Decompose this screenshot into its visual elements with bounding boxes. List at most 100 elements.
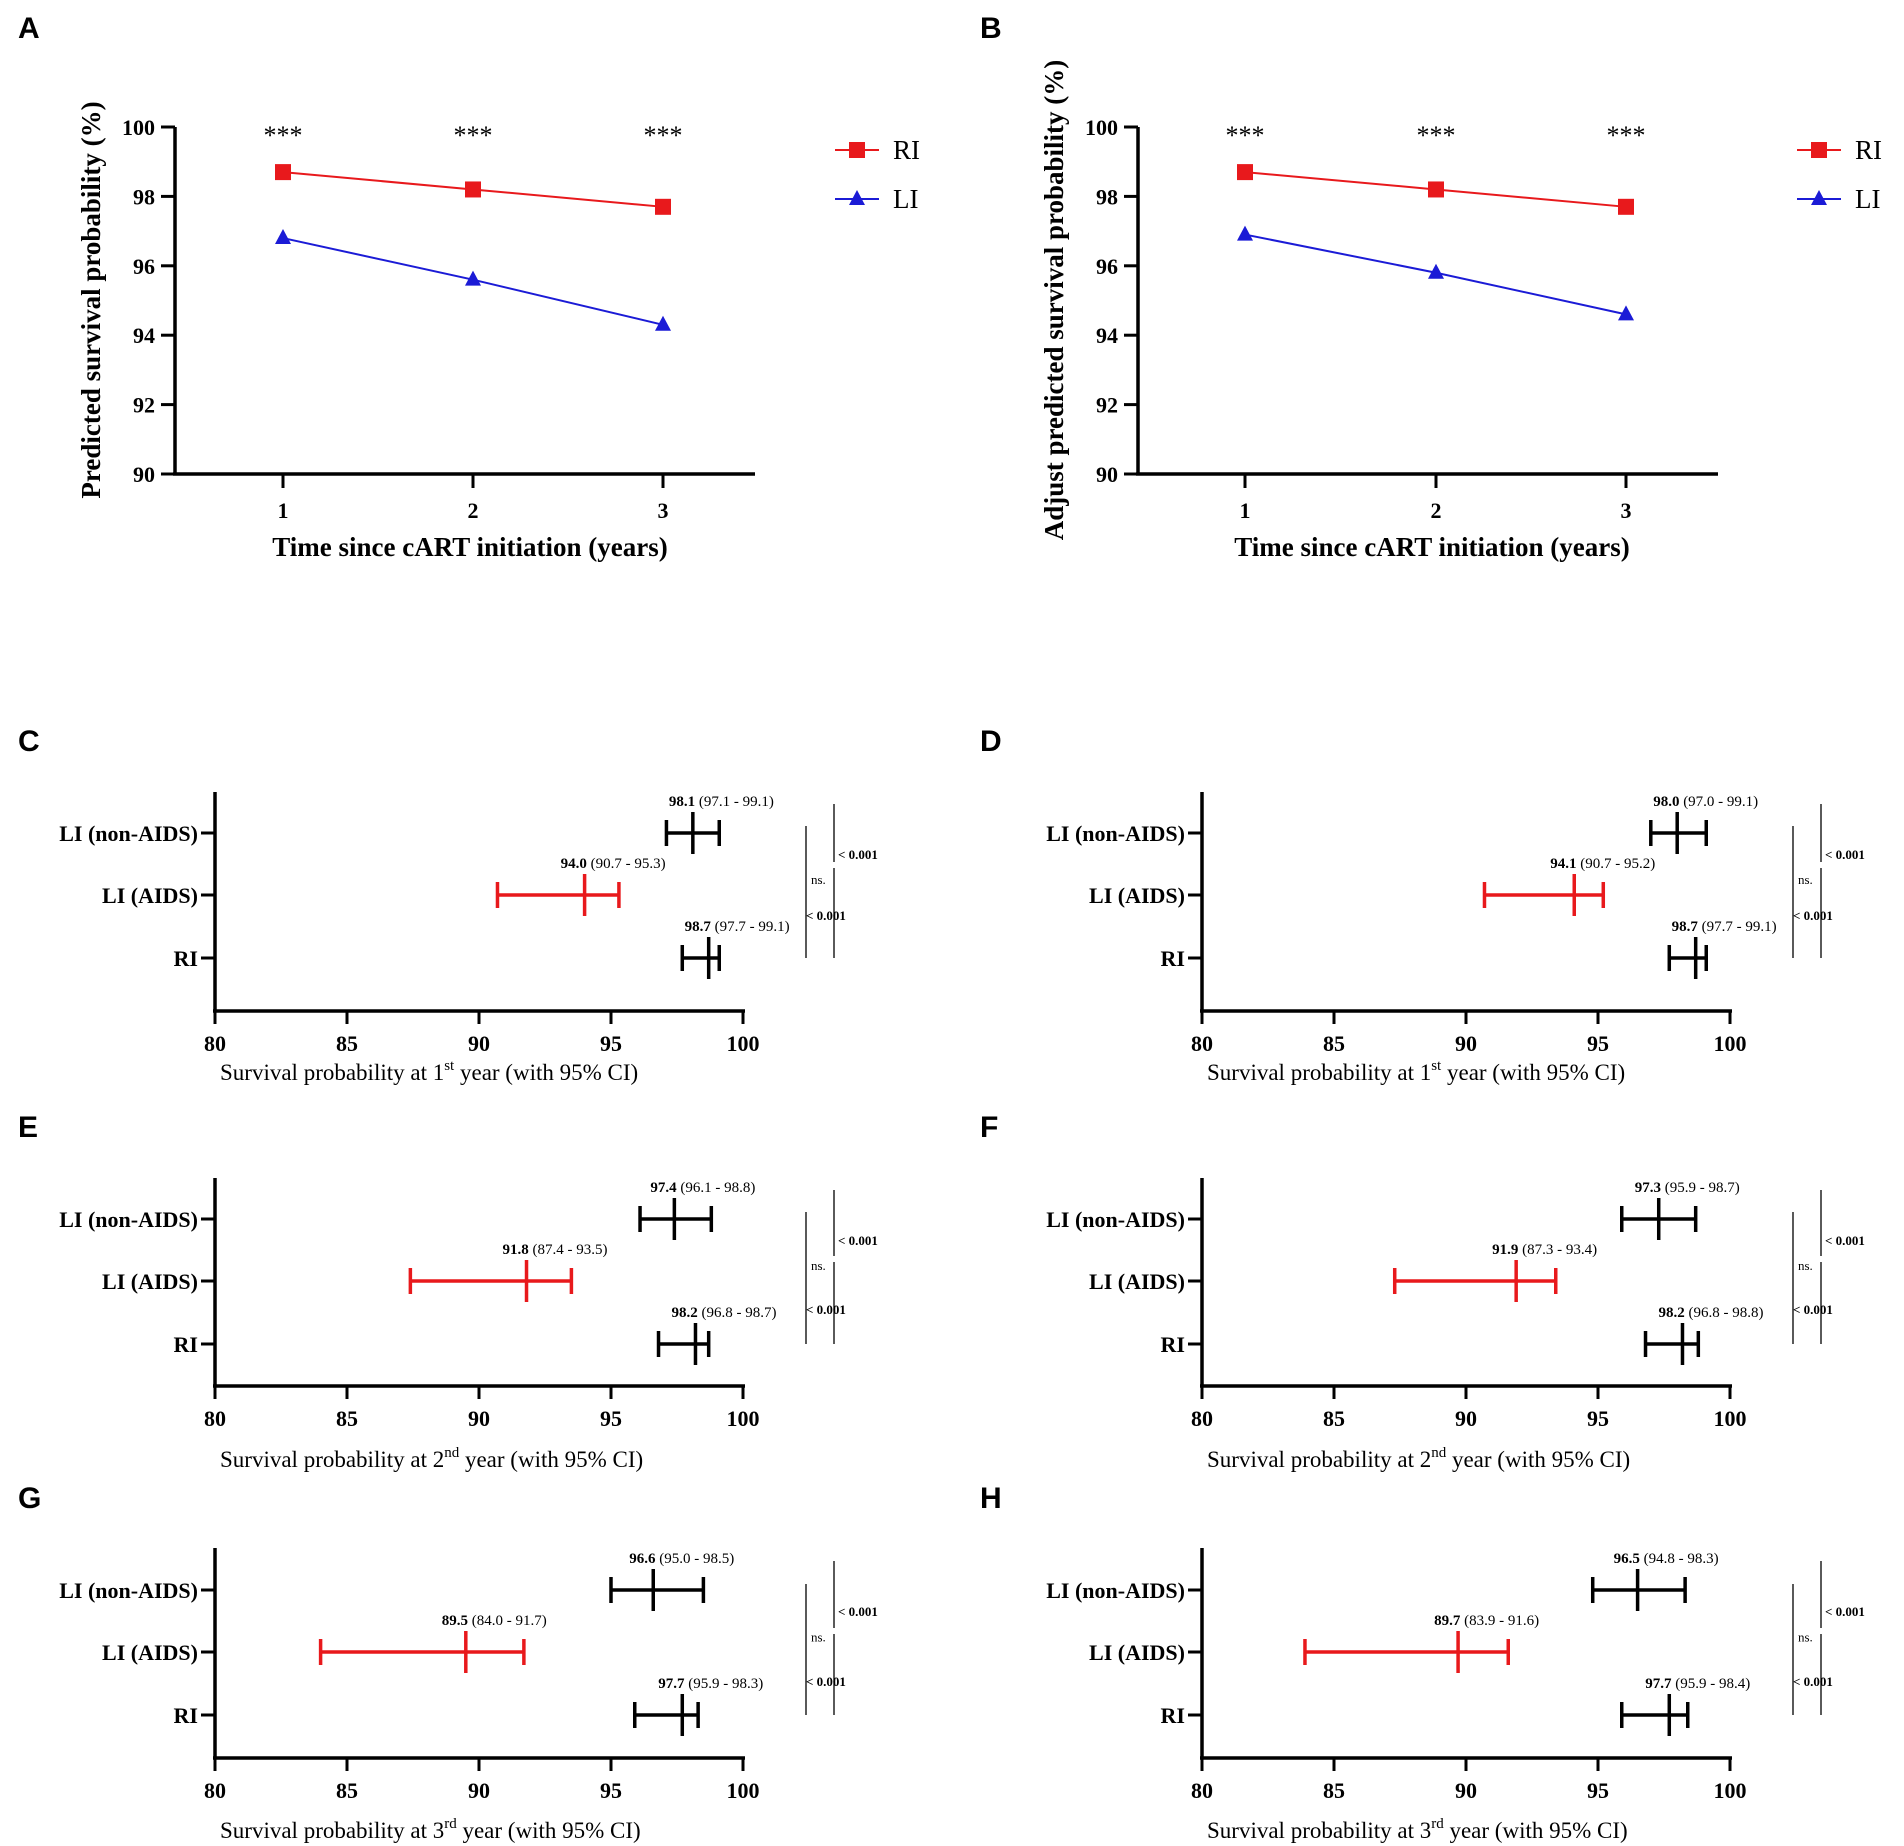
estimate-value: 98.7: [1672, 919, 1699, 935]
x-tick-label: 3: [1621, 498, 1632, 523]
x-tick-label: 80: [204, 1031, 226, 1056]
x-tick-label: 80: [1191, 1031, 1213, 1056]
x-tick-label: 100: [1714, 1406, 1747, 1431]
x-axis-title: Survival probability at 2nd year (with 9…: [220, 1445, 643, 1472]
p-value-aids-vs-ri: < 0.001: [1793, 1674, 1833, 1689]
ci-range: (87.4 - 93.5): [529, 1242, 608, 1258]
x-axis-title-superscript: nd: [444, 1445, 460, 1461]
significance-stars: ***: [1417, 121, 1456, 150]
x-tick-label: 90: [468, 1031, 490, 1056]
y-tick-label: 96: [1096, 254, 1118, 279]
panel-g: G 80 85 90 95 100 Survival probability at 3rd …: [18, 1482, 878, 1843]
x-tick-label: 2: [468, 498, 479, 523]
y-tick-label: 98: [133, 184, 155, 209]
ci-range: (90.7 - 95.3): [587, 856, 666, 872]
category-label: LI (non-AIDS): [1046, 1578, 1185, 1603]
data-point-ri: [1618, 198, 1634, 215]
ci-label: 96.6 (95.0 - 98.5): [629, 1551, 734, 1567]
estimate-value: 98.1: [669, 794, 695, 810]
estimate-value: 96.6: [629, 1551, 656, 1567]
p-value-nonaids-vs-ri: ns.: [1798, 872, 1813, 887]
x-tick-label: 85: [1323, 1778, 1345, 1803]
y-tick-label: 92: [133, 393, 155, 418]
x-tick-label: 80: [1191, 1406, 1213, 1431]
y-tick-label: 90: [1096, 462, 1118, 487]
estimate-value: 98.2: [671, 1305, 697, 1321]
x-tick-label: 2: [1431, 498, 1442, 523]
x-axis-title-text: year (with 95% CI): [457, 1818, 641, 1843]
x-axis-title-text: year (with 95% CI): [1444, 1818, 1628, 1843]
x-tick-label: 85: [336, 1778, 358, 1803]
ci-label: 97.3 (95.9 - 98.7): [1635, 1180, 1740, 1196]
data-point-li: [465, 270, 481, 286]
p-value-nonaids-vs-aids: < 0.001: [1825, 1604, 1865, 1619]
y-tick-label: 92: [1096, 393, 1118, 418]
legend-label-li: LI: [893, 184, 918, 214]
legend-marker-li: [1811, 190, 1827, 205]
panel-b: B 90 92 94 96 98 100 1 2 3 Time since cART initiat…: [980, 12, 1882, 562]
data-point-ri: [465, 181, 481, 198]
ci-label: 94.1 (90.7 - 95.2): [1550, 856, 1655, 872]
panel-d: D 80 85 90 95 100 Survival probability at 1st …: [980, 725, 1865, 1085]
p-value-nonaids-vs-ri: ns.: [811, 1630, 826, 1645]
x-axis-title-text: Survival probability at 2: [1207, 1447, 1431, 1472]
x-axis-title-superscript: rd: [444, 1816, 457, 1832]
x-axis-title-text: year (with 95% CI): [454, 1060, 638, 1085]
ci-label: 97.7 (95.9 - 98.4): [1645, 1676, 1750, 1692]
ci-range: (96.8 - 98.7): [698, 1305, 777, 1321]
data-point-ri: [1428, 181, 1444, 198]
ci-label: 98.7 (97.7 - 99.1): [1672, 919, 1777, 935]
category-label: LI (AIDS): [102, 1269, 198, 1294]
ci-range: (97.7 - 99.1): [711, 919, 790, 935]
estimate-value: 96.5: [1614, 1551, 1640, 1567]
x-tick-label: 100: [727, 1778, 760, 1803]
x-axis-title-text: year (with 95% CI): [1446, 1447, 1630, 1472]
y-axis-title: Predicted survival probability (%): [76, 101, 106, 498]
p-value-nonaids-vs-aids: < 0.001: [1825, 847, 1865, 862]
category-label: LI (non-AIDS): [59, 1578, 198, 1603]
panel-label: F: [980, 1111, 998, 1144]
category-label: RI: [174, 946, 198, 971]
ci-range: (97.1 - 99.1): [695, 794, 774, 810]
x-tick-label: 100: [727, 1031, 760, 1056]
x-tick-label: 100: [1714, 1778, 1747, 1803]
estimate-value: 94.0: [561, 856, 587, 872]
category-label: RI: [1161, 946, 1185, 971]
x-axis-title-text: year (with 95% CI): [1441, 1060, 1625, 1085]
estimate-value: 91.8: [503, 1242, 529, 1258]
panel-label: B: [980, 12, 1002, 45]
panel-f: F 80 85 90 95 100 Survival probability at 2nd …: [980, 1111, 1865, 1472]
ci-label: 96.5 (94.8 - 98.3): [1614, 1551, 1719, 1567]
x-tick-label: 95: [600, 1031, 622, 1056]
panel-label: C: [18, 725, 40, 758]
panel-label: H: [980, 1482, 1002, 1515]
ci-label: 91.8 (87.4 - 93.5): [503, 1242, 608, 1258]
data-point-li: [275, 229, 291, 245]
x-tick-label: 85: [336, 1031, 358, 1056]
x-tick-label: 1: [278, 498, 289, 523]
ci-range: (96.8 - 98.8): [1685, 1305, 1764, 1321]
x-tick-label: 90: [468, 1778, 490, 1803]
ci-range: (95.9 - 98.3): [685, 1676, 764, 1692]
data-point-ri: [275, 164, 291, 181]
y-tick-label: 98: [1096, 184, 1118, 209]
estimate-value: 97.7: [658, 1676, 685, 1692]
x-axis-title: Survival probability at 3rd year (with 9…: [1207, 1816, 1628, 1843]
ci-label: 98.0 (97.0 - 99.1): [1653, 794, 1758, 810]
x-axis-title: Survival probability at 3rd year (with 9…: [220, 1816, 641, 1843]
x-tick-label: 100: [1714, 1031, 1747, 1056]
data-point-li: [1618, 305, 1634, 321]
category-label: LI (AIDS): [1089, 1269, 1185, 1294]
category-label: LI (AIDS): [1089, 883, 1185, 908]
x-axis-title-text: Survival probability at 2: [220, 1447, 444, 1472]
p-value-nonaids-vs-ri: ns.: [811, 872, 826, 887]
ci-range: (84.0 - 91.7): [468, 1613, 547, 1629]
ci-range: (83.9 - 91.6): [1460, 1613, 1539, 1629]
estimate-value: 98.7: [685, 919, 712, 935]
legend-marker-li: [849, 190, 865, 205]
y-axis-title: Adjust predicted survival probability (%…: [1039, 60, 1069, 541]
x-axis-title-superscript: st: [1431, 1058, 1442, 1074]
legend-marker-ri: [849, 142, 865, 158]
estimate-value: 94.1: [1550, 856, 1576, 872]
significance-stars: ***: [264, 121, 303, 150]
